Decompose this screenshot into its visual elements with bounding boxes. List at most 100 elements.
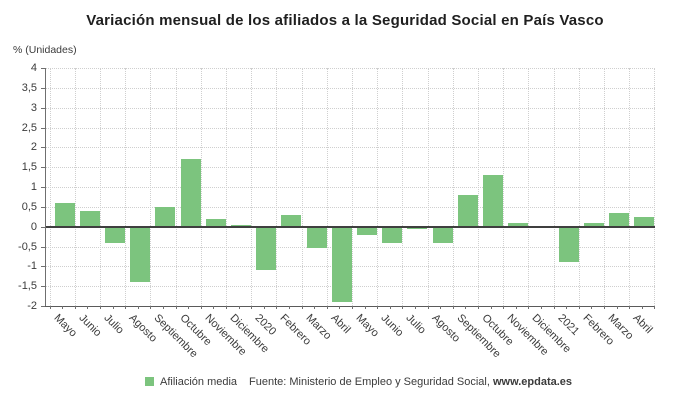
v-gridline — [99, 68, 101, 306]
h-gridline — [45, 68, 655, 69]
x-tick-mark — [654, 306, 656, 309]
y-axis-unit-label: % (Unidades) — [13, 44, 77, 56]
y-tick-label: -1 — [27, 260, 37, 273]
v-gridline — [553, 68, 555, 306]
x-tick-mark — [263, 306, 265, 309]
bar — [382, 226, 403, 243]
x-tick-mark — [414, 306, 416, 309]
v-gridline — [578, 68, 580, 306]
v-gridline — [452, 68, 454, 306]
y-tick-mark — [41, 286, 45, 288]
v-gridline — [276, 68, 278, 306]
v-gridline — [528, 68, 530, 306]
y-tick-label: 3,5 — [21, 81, 37, 94]
x-tick-mark — [566, 306, 568, 309]
x-tick-mark — [364, 306, 366, 309]
x-axis-line — [45, 305, 655, 307]
x-tick-mark — [377, 306, 379, 309]
x-tick-mark — [62, 306, 64, 309]
y-tick-label: 3 — [30, 101, 37, 114]
v-gridline — [150, 68, 152, 306]
x-tick-mark — [440, 306, 442, 309]
x-tick-mark — [99, 306, 101, 309]
y-tick-label: 0,5 — [21, 200, 37, 213]
x-tick-mark — [314, 306, 316, 309]
h-gridline — [45, 206, 655, 208]
x-tick-label: Julio — [101, 312, 126, 337]
x-tick-mark — [452, 306, 454, 309]
x-tick-label: Mayo — [51, 312, 79, 340]
bar — [54, 202, 75, 227]
x-tick-mark — [389, 306, 391, 309]
y-tick-mark — [41, 147, 45, 149]
v-gridline — [427, 68, 429, 306]
y-tick-mark — [41, 266, 45, 268]
v-gridline — [654, 68, 656, 306]
y-tick-mark — [41, 306, 45, 307]
x-tick-mark — [591, 306, 593, 309]
x-tick-label: Julio — [403, 312, 429, 337]
v-gridline — [251, 68, 253, 306]
v-gridline — [503, 68, 505, 306]
v-gridline — [49, 68, 51, 306]
v-gridline — [175, 68, 177, 306]
v-gridline — [477, 68, 479, 306]
bar — [180, 159, 201, 227]
v-gridline — [74, 68, 76, 306]
v-gridline — [125, 68, 127, 306]
y-tick-label: 4 — [30, 62, 37, 74]
bar — [105, 226, 125, 243]
v-gridline — [225, 68, 227, 306]
bar — [583, 222, 604, 227]
x-tick-mark — [188, 306, 190, 309]
y-tick-label: 1,5 — [21, 161, 37, 174]
bar — [306, 226, 327, 249]
h-gridline — [45, 127, 655, 129]
x-tick-mark — [528, 306, 530, 309]
bar — [155, 206, 176, 227]
bar — [256, 226, 277, 271]
x-tick-mark — [641, 306, 643, 309]
bar — [609, 212, 629, 227]
x-tick-mark — [351, 306, 353, 309]
v-gridline — [326, 68, 328, 306]
legend-swatch — [145, 377, 154, 386]
x-tick-mark — [540, 306, 542, 309]
bar — [508, 222, 529, 227]
source-text: Fuente: Ministerio de Empleo y Seguridad… — [249, 376, 572, 388]
bar — [483, 175, 503, 227]
y-tick-mark — [41, 246, 45, 248]
x-tick-mark — [74, 306, 76, 309]
x-tick-mark — [477, 306, 479, 309]
x-tick-mark — [251, 306, 253, 309]
source-site: www.epdata.es — [492, 376, 573, 388]
h-gridline — [45, 87, 655, 89]
x-tick-mark — [238, 306, 240, 309]
bar — [205, 218, 226, 227]
v-gridline — [377, 68, 379, 306]
y-tick-mark — [41, 68, 45, 69]
chart-title: Variación mensual de los afiliados a la … — [86, 12, 604, 29]
x-tick-mark — [162, 306, 164, 309]
y-tick-mark — [41, 187, 45, 188]
x-tick-mark — [603, 306, 605, 309]
zero-line — [45, 225, 655, 228]
x-tick-mark — [288, 306, 290, 309]
v-gridline — [351, 68, 353, 306]
x-tick-mark — [465, 306, 467, 309]
x-tick-label: Mayo — [353, 312, 382, 340]
y-tick-label: 2,5 — [21, 121, 37, 134]
x-tick-mark — [402, 306, 404, 309]
v-gridline — [629, 68, 631, 306]
source-prefix: Fuente: Ministerio de Empleo y Seguridad… — [249, 376, 493, 388]
y-tick-label: -1,5 — [18, 280, 37, 293]
x-tick-mark — [137, 306, 139, 309]
bar — [130, 226, 151, 283]
y-tick-mark — [41, 127, 45, 129]
y-tick-label: 2 — [30, 141, 37, 154]
x-tick-mark — [339, 306, 341, 309]
bar — [79, 210, 100, 227]
x-tick-mark — [200, 306, 202, 309]
v-gridline — [402, 68, 404, 306]
x-tick-label: Junio — [76, 312, 104, 340]
